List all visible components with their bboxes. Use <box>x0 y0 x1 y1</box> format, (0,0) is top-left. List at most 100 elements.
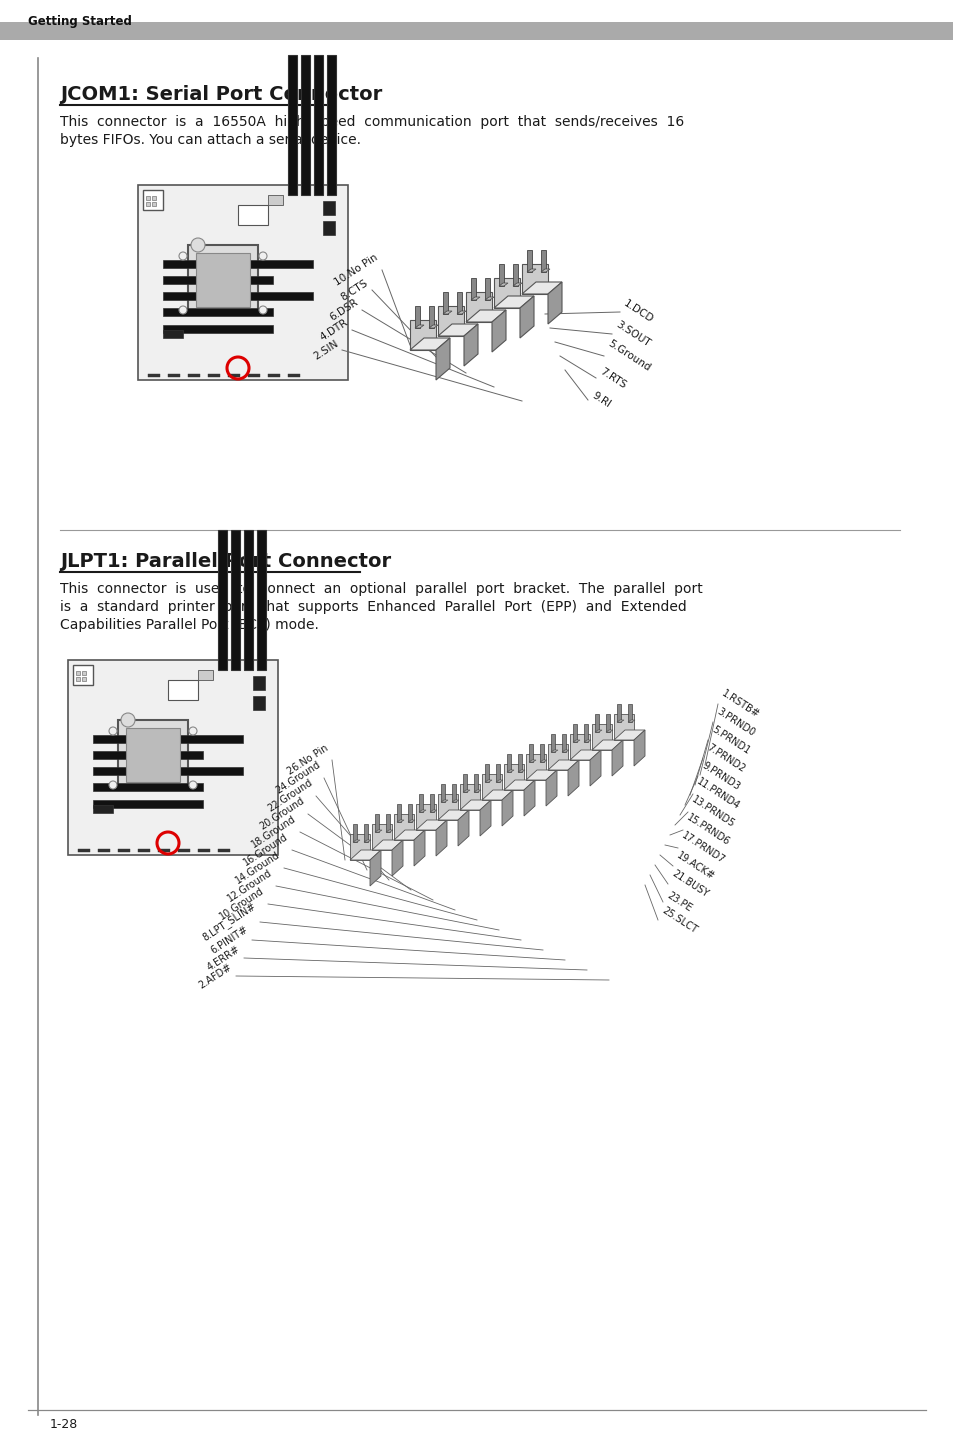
Polygon shape <box>463 324 477 367</box>
Bar <box>76 677 80 682</box>
Polygon shape <box>496 780 502 782</box>
Polygon shape <box>519 296 534 338</box>
Text: 1-28: 1-28 <box>50 1419 78 1432</box>
Text: 6.DSR: 6.DSR <box>328 298 359 322</box>
Bar <box>465 292 492 322</box>
Bar <box>268 195 283 205</box>
Bar <box>437 793 457 821</box>
Bar <box>547 745 567 770</box>
Bar <box>301 54 310 195</box>
Text: 1.RSTB#: 1.RSTB# <box>720 689 760 720</box>
Text: 12.Ground: 12.Ground <box>226 868 274 904</box>
Circle shape <box>179 252 187 261</box>
Text: 7.PRND2: 7.PRND2 <box>704 742 746 775</box>
Bar <box>92 768 243 775</box>
Polygon shape <box>617 720 623 722</box>
Polygon shape <box>353 841 359 842</box>
Bar <box>529 745 533 762</box>
Text: 6.PINIT#: 6.PINIT# <box>209 924 250 955</box>
Text: 24.Ground: 24.Ground <box>274 760 322 796</box>
Text: 18.Ground: 18.Ground <box>250 813 297 851</box>
Bar <box>288 374 299 377</box>
Bar <box>188 374 200 377</box>
Bar <box>517 755 521 772</box>
Polygon shape <box>459 800 491 811</box>
Text: 11.PRND4: 11.PRND4 <box>695 776 741 812</box>
Polygon shape <box>471 296 479 299</box>
Bar <box>152 196 156 200</box>
Polygon shape <box>513 284 521 286</box>
Text: 10.No Pin: 10.No Pin <box>333 252 379 288</box>
Bar <box>614 715 634 740</box>
Bar <box>525 755 545 780</box>
Bar <box>539 745 543 762</box>
Polygon shape <box>589 750 600 786</box>
Bar <box>248 374 260 377</box>
Bar <box>256 530 266 670</box>
Polygon shape <box>503 780 535 790</box>
Polygon shape <box>551 750 558 752</box>
Polygon shape <box>501 790 513 826</box>
Bar <box>208 374 220 377</box>
Polygon shape <box>456 311 465 314</box>
Bar <box>198 849 210 852</box>
Bar <box>0 21 953 40</box>
Polygon shape <box>547 282 561 324</box>
Polygon shape <box>605 730 613 732</box>
Circle shape <box>109 727 117 735</box>
Bar <box>126 727 180 782</box>
Polygon shape <box>375 831 381 832</box>
Bar <box>396 803 400 822</box>
Bar <box>92 805 112 813</box>
Bar <box>496 765 499 782</box>
Text: 19.ACK#: 19.ACK# <box>675 851 716 882</box>
Bar <box>617 705 620 722</box>
Polygon shape <box>396 821 403 822</box>
Text: 4.ERR#: 4.ERR# <box>205 944 242 972</box>
Circle shape <box>179 306 187 314</box>
Polygon shape <box>484 296 494 299</box>
Polygon shape <box>415 325 423 328</box>
Bar <box>73 664 92 684</box>
Text: 20.Ground: 20.Ground <box>257 796 306 832</box>
Bar <box>540 251 545 272</box>
Bar <box>592 725 612 750</box>
Polygon shape <box>494 296 534 308</box>
Text: 2.SIN: 2.SIN <box>312 338 339 362</box>
Polygon shape <box>474 790 480 792</box>
Text: 25.SLCT: 25.SLCT <box>659 905 698 935</box>
Bar <box>118 849 130 852</box>
Bar <box>442 292 448 314</box>
Bar <box>218 849 230 852</box>
Bar <box>228 374 240 377</box>
Text: 13.PRND5: 13.PRND5 <box>689 795 736 829</box>
Bar <box>163 308 273 316</box>
Bar <box>138 849 150 852</box>
Text: 22.Ground: 22.Ground <box>265 778 314 815</box>
Bar <box>498 263 503 286</box>
Polygon shape <box>569 750 600 760</box>
Polygon shape <box>529 760 536 762</box>
Bar <box>218 530 227 670</box>
Polygon shape <box>462 790 470 792</box>
Text: 14.Ground: 14.Ground <box>233 851 282 886</box>
Bar <box>323 200 335 215</box>
Bar <box>471 278 476 299</box>
Bar <box>569 735 589 760</box>
Bar <box>178 849 190 852</box>
Bar <box>98 849 110 852</box>
Bar <box>118 720 188 790</box>
Text: 26.No Pin: 26.No Pin <box>285 743 330 776</box>
Polygon shape <box>410 338 450 349</box>
Bar <box>163 292 313 299</box>
Text: 21.BUSY: 21.BUSY <box>669 869 709 899</box>
Bar <box>462 775 467 792</box>
Polygon shape <box>484 780 492 782</box>
Bar <box>237 205 268 225</box>
Text: is  a  standard  printer  port  that  supports  Enhanced  Parallel  Port  (EPP) : is a standard printer port that supports… <box>60 600 686 614</box>
Bar <box>92 800 203 808</box>
Bar <box>350 833 370 861</box>
Polygon shape <box>350 851 380 861</box>
Polygon shape <box>440 800 448 802</box>
Polygon shape <box>372 841 402 851</box>
